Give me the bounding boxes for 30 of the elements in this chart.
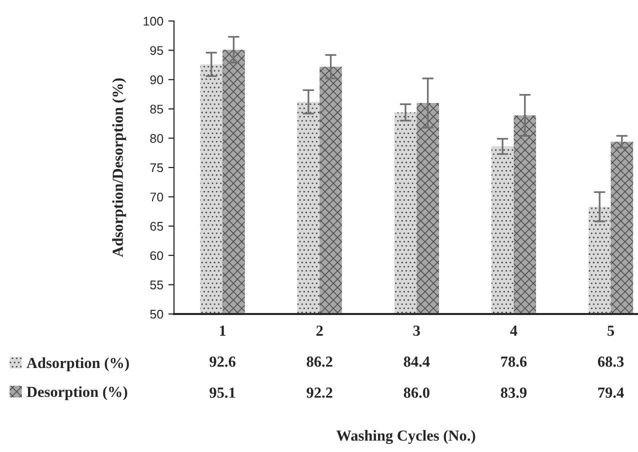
data-label: 92.2 — [306, 388, 332, 398]
y-tick-label: 85 — [150, 104, 164, 114]
y-tick-label: 50 — [150, 310, 164, 319]
y-tick-label: 95 — [150, 46, 164, 55]
y-tick-label: 70 — [150, 192, 164, 202]
data-label: 95.1 — [210, 388, 236, 398]
legend-label: Adsorption (%) — [26, 357, 129, 372]
data-label: 68.3 — [598, 356, 624, 367]
x-tick-label: 2 — [316, 326, 323, 336]
data-label: 86.0 — [404, 388, 430, 398]
y-tick-label: 55 — [150, 280, 164, 290]
y-tick-label: 90 — [150, 75, 164, 84]
data-label: 86.2 — [306, 356, 332, 367]
text: Washing Cycles (No.) — [336, 430, 476, 444]
legend-label: Desorption (%) — [26, 386, 128, 400]
data-label: 84.4 — [404, 356, 430, 367]
x-tick-label: 1 — [220, 326, 226, 336]
x-tick-label: 3 — [413, 326, 420, 336]
data-label: 83.9 — [500, 388, 527, 398]
y-axis-title: Adsorption/Desorption (%) — [112, 78, 126, 258]
y-tick-label: 60 — [150, 251, 164, 260]
data-label: 78.6 — [501, 356, 527, 367]
x-tick-label: 4 — [510, 326, 518, 336]
x-tick-label: 5 — [608, 326, 614, 336]
y-tick-label: 75 — [150, 163, 164, 172]
y-tick-label: 100 — [144, 16, 164, 26]
data-label: 79.4 — [598, 388, 624, 398]
y-tick-label: 80 — [150, 134, 164, 143]
y-tick-label: 65 — [150, 222, 164, 231]
data-label: 92.6 — [210, 356, 236, 367]
